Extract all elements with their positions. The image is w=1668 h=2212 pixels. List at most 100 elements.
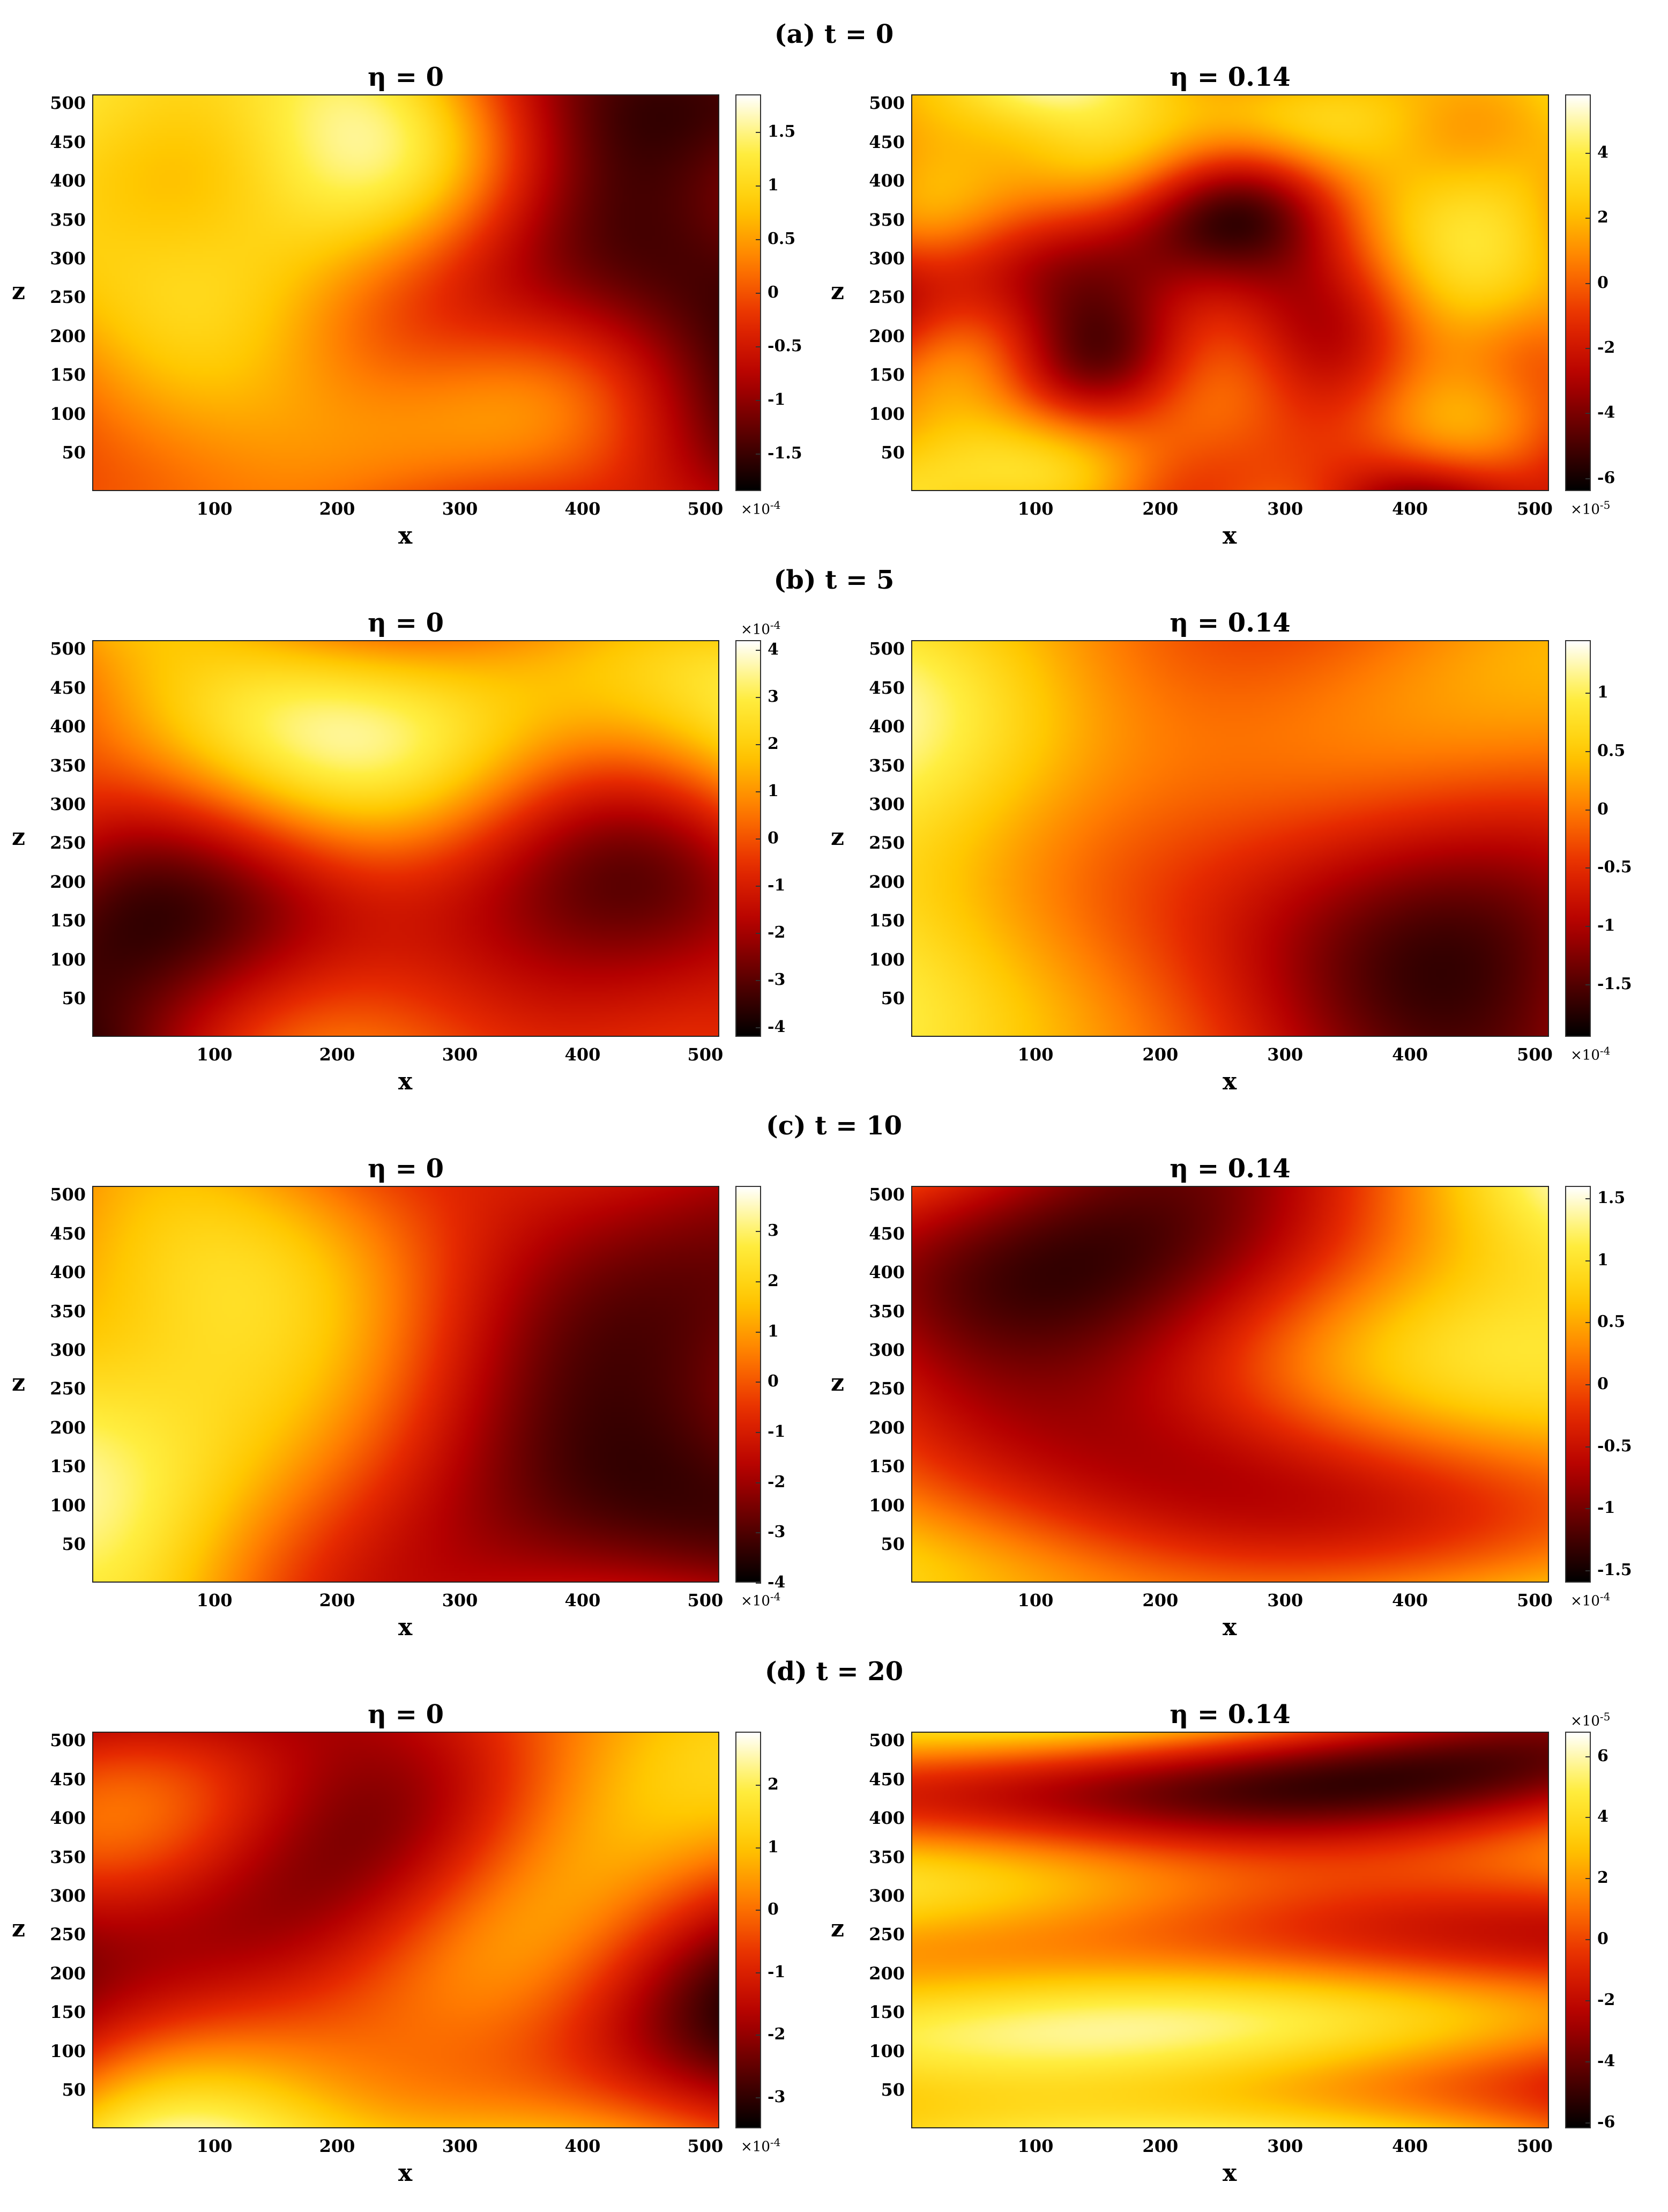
y-tick-label: 400 bbox=[869, 1808, 905, 1829]
y-tick-label: 450 bbox=[869, 131, 905, 152]
x-tick-label: 400 bbox=[564, 1590, 601, 1610]
colorbar-tick-label: -1 bbox=[768, 390, 786, 409]
colorbar-multiplier: ×10-4 bbox=[741, 1590, 780, 1609]
colorbar-tick-label: -1 bbox=[768, 1962, 786, 1981]
colorbar-multiplier-base: ×10 bbox=[741, 501, 770, 518]
x-tick-label: 400 bbox=[1392, 2136, 1428, 2156]
colorbar-tick-label: -4 bbox=[1597, 403, 1615, 422]
y-axis-label: z bbox=[831, 1369, 844, 1397]
y-tick-label: 50 bbox=[62, 1534, 86, 1555]
colorbar-tick-label: 4 bbox=[1597, 1807, 1609, 1827]
x-tick-label: 100 bbox=[196, 1590, 233, 1610]
colorbar bbox=[735, 1732, 761, 2128]
colorbar-tick-mark bbox=[1585, 478, 1591, 479]
x-tick-label: 200 bbox=[1142, 1590, 1179, 1610]
colorbar-tick-label: -0.5 bbox=[1597, 858, 1632, 877]
colorbar-multiplier: ×10-5 bbox=[1570, 499, 1610, 518]
colorbar-multiplier-base: ×10 bbox=[1570, 1713, 1600, 1729]
y-tick-label: 50 bbox=[881, 2080, 905, 2100]
colorbar-tick-label: -1.5 bbox=[1597, 975, 1632, 994]
panel-title: η = 0.14 bbox=[1170, 1699, 1291, 1729]
y-tick-label: 150 bbox=[869, 1456, 905, 1477]
x-tick-label: 500 bbox=[1517, 1044, 1553, 1065]
x-axis-label: x bbox=[398, 1614, 413, 1641]
colorbar-tick-label: 1 bbox=[768, 1837, 779, 1857]
y-tick-label: 50 bbox=[881, 442, 905, 463]
x-tick-label: 300 bbox=[442, 1590, 478, 1610]
colorbar-tick-label: 1 bbox=[768, 781, 779, 800]
y-tick-label: 150 bbox=[869, 365, 905, 385]
colorbar-tick-mark bbox=[1585, 1260, 1591, 1261]
colorbar-multiplier-exponent: -4 bbox=[770, 499, 781, 511]
colorbar-tick-mark bbox=[1585, 692, 1591, 694]
colorbar-tick-mark bbox=[1585, 984, 1591, 986]
colorbar-tick-mark bbox=[1585, 1322, 1591, 1324]
colorbar-tick-label: 3 bbox=[768, 1221, 779, 1241]
colorbar-tick-label: -1.5 bbox=[1597, 1560, 1632, 1579]
y-tick-label: 500 bbox=[50, 1730, 86, 1751]
colorbar-tick-mark bbox=[1585, 218, 1591, 219]
colorbar-tick-label: 2 bbox=[1597, 208, 1609, 227]
y-tick-label: 200 bbox=[869, 1417, 905, 1438]
colorbar-multiplier-exponent: -4 bbox=[770, 2136, 781, 2149]
colorbar-tick-label: 0 bbox=[768, 1900, 779, 1919]
colorbar-tick-label: 1.5 bbox=[1597, 1189, 1626, 1208]
colorbar-multiplier: ×10-4 bbox=[741, 619, 780, 638]
colorbar-tick-mark bbox=[756, 1281, 761, 1282]
colorbar-multiplier-base: ×10 bbox=[741, 1593, 770, 1609]
x-tick-label: 200 bbox=[1142, 2136, 1179, 2156]
colorbar-tick-label: 2 bbox=[768, 1775, 779, 1794]
x-tick-label: 100 bbox=[1017, 499, 1054, 519]
y-tick-label: 50 bbox=[881, 988, 905, 1009]
heatmap-image bbox=[911, 94, 1549, 491]
colorbar-tick-label: -2 bbox=[768, 923, 786, 942]
colorbar-tick-label: 3 bbox=[768, 687, 779, 706]
colorbar-tick-label: 2 bbox=[768, 734, 779, 753]
y-tick-label: 450 bbox=[50, 677, 86, 698]
colorbar-tick-mark bbox=[756, 239, 761, 240]
x-tick-label: 400 bbox=[1392, 1044, 1428, 1065]
y-tick-label: 400 bbox=[50, 1262, 86, 1283]
colorbar-tick-label: -1 bbox=[768, 876, 786, 895]
x-tick-label: 200 bbox=[1142, 499, 1179, 519]
x-tick-label: 400 bbox=[564, 1044, 601, 1065]
colorbar-tick-mark bbox=[756, 744, 761, 745]
panel-title: η = 0 bbox=[368, 1699, 444, 1729]
heatmap-plot bbox=[911, 1732, 1549, 2128]
colorbar-tick-label: -2 bbox=[1597, 1990, 1615, 2009]
x-tick-label: 300 bbox=[1267, 1044, 1304, 1065]
colorbar-tick-label: 1 bbox=[768, 176, 779, 195]
colorbar-tick-mark bbox=[756, 1910, 761, 1911]
colorbar-tick-label: 1 bbox=[1597, 682, 1609, 702]
y-tick-label: 50 bbox=[881, 1534, 905, 1555]
heatmap-plot bbox=[92, 640, 719, 1037]
colorbar-tick-label: 0.5 bbox=[768, 229, 796, 248]
y-tick-label: 250 bbox=[869, 1924, 905, 1945]
y-tick-label: 150 bbox=[869, 2002, 905, 2023]
panel-title: η = 0 bbox=[368, 1154, 444, 1184]
heatmap-plot bbox=[92, 1186, 719, 1583]
x-tick-label: 200 bbox=[319, 499, 355, 519]
y-tick-label: 350 bbox=[50, 755, 86, 776]
x-tick-label: 500 bbox=[1517, 1590, 1553, 1610]
colorbar-tick-label: -1 bbox=[1597, 916, 1615, 936]
y-tick-label: 250 bbox=[869, 287, 905, 308]
y-tick-label: 300 bbox=[869, 248, 905, 269]
colorbar-tick-label: -1 bbox=[1597, 1498, 1615, 1518]
row-title: (b) t = 5 bbox=[773, 565, 895, 595]
y-tick-label: 100 bbox=[50, 403, 86, 424]
colorbar-tick-mark bbox=[756, 1583, 761, 1584]
y-tick-label: 250 bbox=[869, 833, 905, 853]
colorbar-tick-label: 0 bbox=[768, 1372, 779, 1391]
y-axis-label: z bbox=[12, 278, 25, 305]
colorbar-tick-label: 1 bbox=[768, 1322, 779, 1341]
colorbar-tick-mark bbox=[756, 1785, 761, 1786]
y-tick-label: 400 bbox=[50, 1808, 86, 1829]
x-axis-label: x bbox=[398, 1068, 413, 1095]
x-tick-label: 500 bbox=[687, 1044, 724, 1065]
colorbar-tick-mark bbox=[756, 1027, 761, 1029]
colorbar-tick-mark bbox=[756, 346, 761, 347]
colorbar-multiplier: ×10-4 bbox=[1570, 1044, 1610, 1064]
y-axis-label: z bbox=[12, 1915, 25, 1942]
colorbar-tick-mark bbox=[1585, 2000, 1591, 2001]
